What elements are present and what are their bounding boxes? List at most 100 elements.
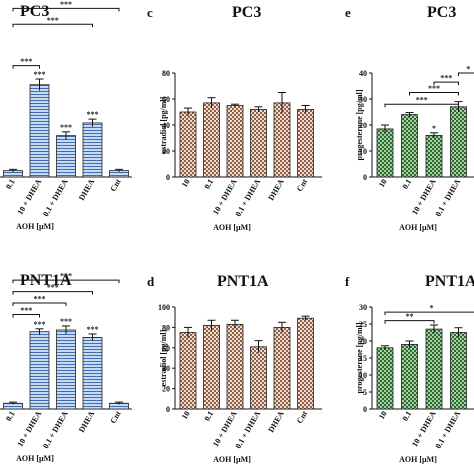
significance-label: *** [87,325,99,334]
x-axis-label: AOH [µM] [16,454,54,463]
panel-title: PNT1A [217,273,269,290]
y-axis-label: progesterone [pg/ml] [355,89,364,160]
significance-label: *** [87,110,99,119]
y-tick-label: 40 [359,69,367,78]
x-tick-label: 0.1 [400,178,413,191]
panel-title: PC3 [232,4,261,21]
bracket-label: *** [47,283,59,292]
x-tick-label: 10 + DHEA [16,409,44,448]
panel-letter: c [147,5,153,20]
significance-bracket [409,92,459,96]
x-tick-label: 0.1 [202,410,215,423]
x-tick-label: 0.1 + DHEA [41,409,70,450]
bar [273,326,291,410]
bar [29,331,50,410]
bar [425,134,443,178]
panel-title: PC3 [20,3,49,20]
significance-bracket [12,314,40,318]
x-axis-label: AOH [µM] [16,222,54,231]
significance-bracket [12,23,93,28]
bar [376,347,394,410]
bracket-label: *** [416,96,428,105]
x-tick-label: 0.1 [202,178,215,191]
y-tick-label: 0 [166,173,170,182]
significance-bracket [458,72,474,76]
bar [401,343,418,410]
bar [203,102,220,178]
y-tick-label: 30 [359,303,367,312]
y-tick-label: 10 [359,147,367,156]
x-tick-label: 10 [180,410,192,421]
y-tick-label: 15 [359,354,367,363]
x-tick-label: 0.1 + DHEA [234,177,263,218]
y-tick-label: 80 [162,323,170,332]
y-tick-label: 25 [359,320,367,329]
x-tick-label: 10 [377,178,389,189]
panel-title: PC3 [427,4,456,21]
significance-bracket [433,81,459,86]
bar [203,324,220,410]
panel-letter: f [345,274,350,289]
y-tick-label: 20 [359,337,367,346]
x-tick-label: 10 + DHEA [410,177,438,216]
bracket-label: *** [60,0,72,9]
bracket-label: *** [47,16,59,25]
x-tick-label: 0.1 [400,410,413,423]
bracket-label: *** [428,84,440,93]
bar [250,109,267,178]
y-axis-label: progesterone [pg/ml] [355,322,364,393]
y-axis-label: estradiol [pg/ml] [159,329,168,386]
x-tick-label: DHEA [77,177,96,202]
x-tick-label: Cnt [108,177,122,193]
y-tick-label: 40 [162,364,170,373]
bracket-label: * [466,65,470,74]
x-tick-label: 0.1 [4,178,17,191]
y-tick-label: 20 [162,385,170,394]
y-tick-label: 5 [363,388,367,397]
x-tick-label: 10 + DHEA [16,177,44,216]
x-tick-label: 10 [180,178,192,189]
bar [273,102,291,178]
x-tick-label: DHEA [77,409,96,434]
x-tick-label: 0.1 + DHEA [434,409,463,450]
bar [297,109,314,178]
bracket-label: *** [20,306,32,315]
bar [29,84,50,178]
panel-letter: e [345,5,351,20]
bar [82,337,103,410]
significance-bracket [12,291,93,295]
bar [425,328,443,410]
significance-bracket [12,7,120,12]
x-tick-label: 0.1 [4,410,17,423]
bar [56,135,76,178]
x-tick-label: 10 + DHEA [410,409,438,448]
y-tick-label: 100 [158,303,170,312]
bar [250,346,267,410]
significance-bracket [12,65,40,69]
panel-title: PNT1A [425,273,474,290]
significance-label: * [432,124,436,133]
bracket-label: * [430,304,434,313]
bar [179,111,197,178]
x-tick-label: DHEA [266,177,285,202]
significance-label: *** [34,320,46,329]
y-axis-label: estradiol [pg/ml] [159,96,168,153]
y-tick-label: 60 [162,344,170,353]
x-tick-label: Cnt [108,409,122,425]
significance-bracket [384,320,435,324]
bar [450,106,467,178]
significance-label: *** [34,70,46,79]
significance-label: *** [60,317,72,326]
y-tick-label: 0 [363,405,367,414]
panel-d: PNT1A d 0 20 40 60 80 100 estradiol [pg/ml] 10 0.1… [147,273,322,464]
bar [56,329,76,410]
x-tick-label: 0.1 + DHEA [234,409,263,450]
bar [401,114,418,178]
bracket-label: *** [60,272,72,281]
bracket-label: ** [406,312,414,321]
y-tick-label: 20 [162,147,170,156]
